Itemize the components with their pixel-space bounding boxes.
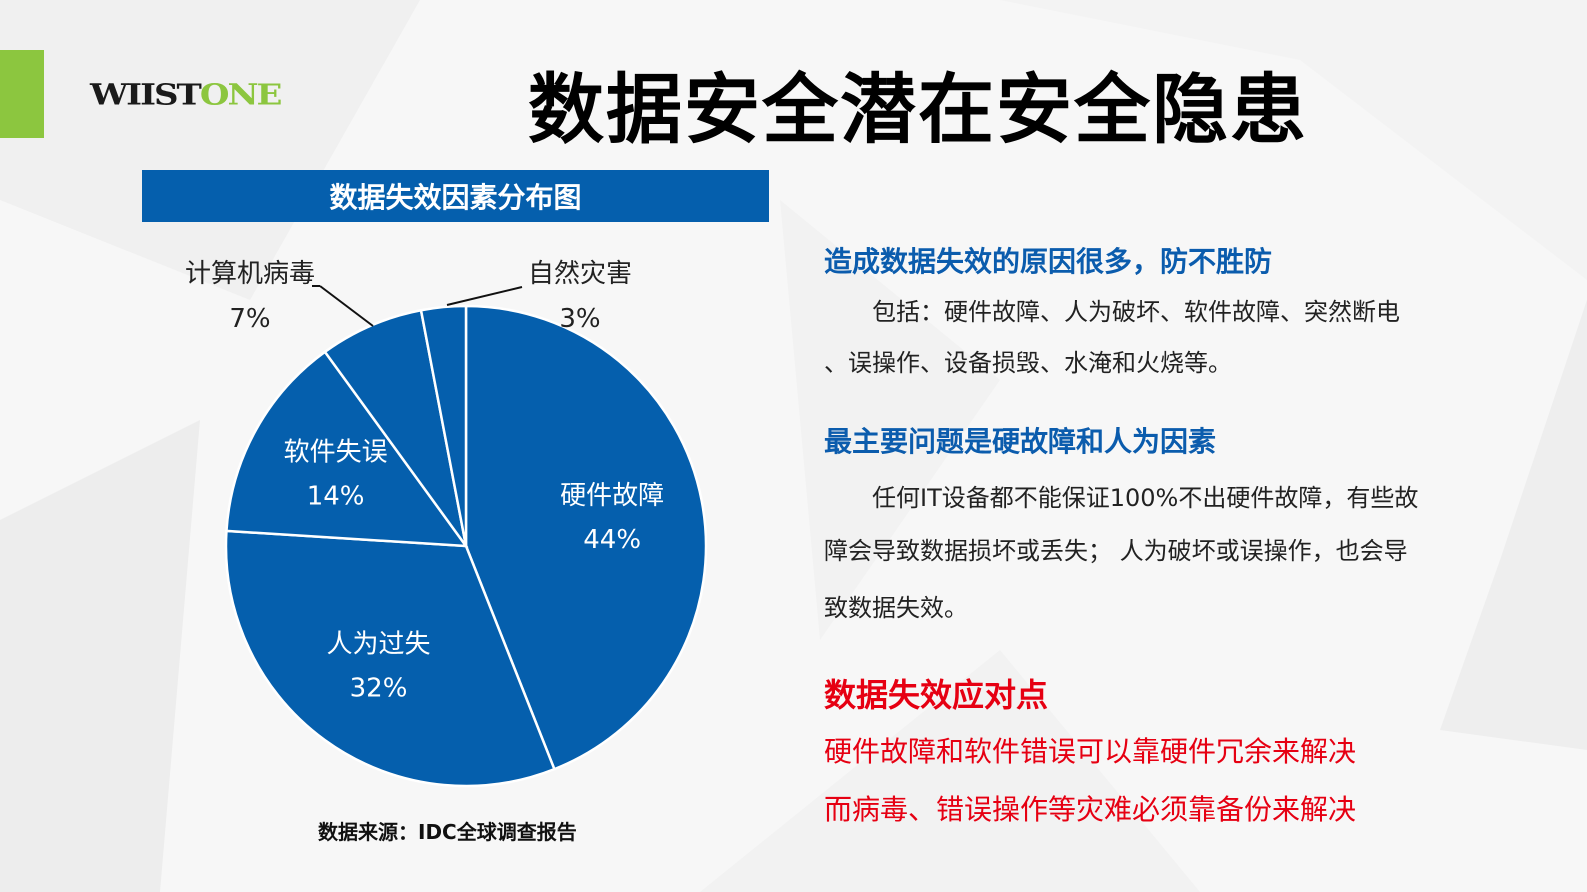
slice-label: 自然灾害 <box>528 259 632 289</box>
slice-percent: 32% <box>350 673 408 703</box>
section-text: 硬件故障和软件错误可以靠硬件冗余来解决 <box>824 735 1357 768</box>
pie-slice <box>224 529 556 788</box>
leader-line-disaster <box>446 286 523 306</box>
section-causes: 造成数据失效的原因很多，防不胜防 包括：硬件故障、人为破坏、软件故障、突然断电 … <box>824 240 1400 378</box>
slice-label: 硬件故障 <box>560 481 664 511</box>
slice-percent: 14% <box>307 481 365 511</box>
slide-title: 数据安全潜在安全隐患 <box>528 65 1308 154</box>
slice-percent: 7% <box>229 304 270 334</box>
section-text: 包括：硬件故障、人为破坏、软件故障、突然断电 <box>872 298 1400 326</box>
chart-title: 数据失效因素分布图 <box>142 170 769 222</box>
pie-slice <box>419 304 468 547</box>
section-text: 致数据失效。 <box>824 594 968 622</box>
company-logo: WIISTONE <box>90 78 282 112</box>
slice-percent: 3% <box>559 304 600 334</box>
section-text: 任何IT设备都不能保证100%不出硬件故障，有些故 <box>872 484 1419 512</box>
data-source: 数据来源：IDC全球调查报告 <box>318 820 577 844</box>
pie-slice <box>464 304 708 771</box>
section-heading: 最主要问题是硬故障和人为因素 <box>824 425 1217 458</box>
section-text: 障会导致数据损坏或丢失； 人为破坏或误操作，也会导 <box>824 537 1408 565</box>
slice-label: 计算机病毒 <box>185 259 315 289</box>
section-text: 而病毒、错误操作等灾难必须靠备份来解决 <box>824 793 1357 826</box>
slice-label: 人为过失 <box>327 629 431 659</box>
section-main-issues: 最主要问题是硬故障和人为因素 任何IT设备都不能保证100%不出硬件故障，有些故… <box>824 420 1418 623</box>
section-countermeasures: 数据失效应对点 硬件故障和软件错误可以靠硬件冗余来解决 而病毒、错误操作等灾难必… <box>824 670 1356 828</box>
slice-label: 软件失误 <box>284 437 388 467</box>
pie-slice <box>323 308 468 547</box>
section-text: 、误操作、设备损毁、水淹和火烧等。 <box>824 349 1232 377</box>
section-heading: 造成数据失效的原因很多，防不胜防 <box>824 245 1273 278</box>
section-heading: 数据失效应对点 <box>824 676 1049 714</box>
leader-line-virus <box>319 285 374 327</box>
accent-bar <box>0 50 44 138</box>
slice-percent: 44% <box>583 525 641 555</box>
pie-slice <box>225 350 469 548</box>
